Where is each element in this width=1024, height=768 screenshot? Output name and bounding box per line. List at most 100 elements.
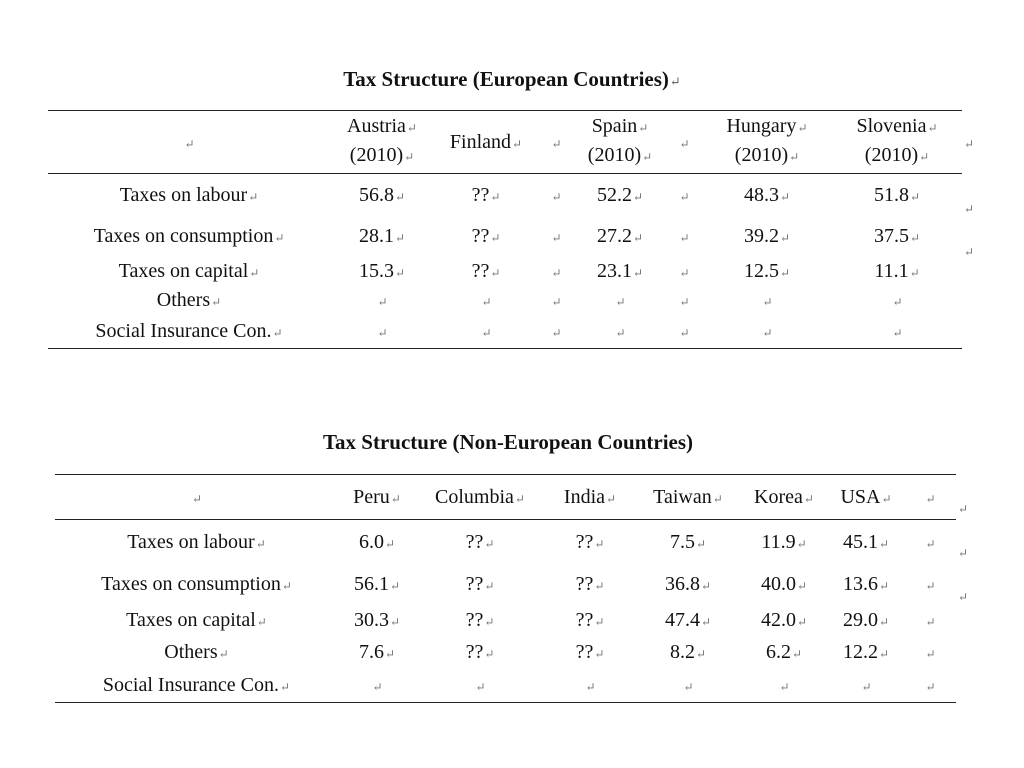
corner-cell: ↵ bbox=[184, 136, 195, 151]
row-label: Social Insurance Con.↵ bbox=[95, 319, 283, 342]
table-cell: ↵ bbox=[551, 230, 562, 245]
row-label: Taxes on consumption↵ bbox=[93, 224, 285, 247]
table-cell: ↵ bbox=[762, 294, 773, 309]
table-cell: ↵ bbox=[481, 294, 492, 309]
table-cell: 8.2↵ bbox=[669, 640, 707, 663]
table-cell: ??↵ bbox=[471, 224, 501, 247]
table-cell: ↵ bbox=[925, 578, 936, 593]
table-cell: 6.0↵ bbox=[358, 530, 396, 553]
table-row: Taxes on consumption↵ 28.1↵ ??↵ ↵ 27.2↵ … bbox=[48, 216, 962, 256]
table-cell: ??↵ bbox=[575, 572, 605, 595]
table-cell: 6.2↵ bbox=[765, 640, 803, 663]
table-cell: 42.0↵ bbox=[760, 608, 808, 631]
table-cell: ??↵ bbox=[575, 608, 605, 631]
table-cell: 30.3↵ bbox=[353, 608, 401, 631]
table-row: Taxes on consumption↵ 56.1↵ ??↵ ??↵ 36.8… bbox=[55, 564, 956, 604]
paragraph-mark: ↵ bbox=[958, 546, 969, 560]
column-header: ↵ bbox=[551, 136, 562, 151]
column-header: Slovenia↵ (2010)↵ bbox=[856, 115, 938, 166]
row-label: Taxes on capital↵ bbox=[126, 608, 267, 631]
row-label: Social Insurance Con.↵ bbox=[102, 673, 291, 696]
table-cell: 56.8↵ bbox=[358, 183, 406, 206]
table-cell: ??↵ bbox=[575, 530, 605, 553]
table-row: Taxes on capital↵ 15.3↵ ??↵ ↵ 23.1↵ ↵ 12… bbox=[48, 256, 962, 286]
table-row: Taxes on labour↵ 6.0↵ ??↵ ??↵ 7.5↵ 11.9↵… bbox=[55, 520, 956, 565]
table-cell: ↵ bbox=[615, 294, 626, 309]
column-header: Columbia↵ bbox=[435, 485, 525, 508]
table-cell: ↵ bbox=[679, 189, 690, 204]
table-cell: ↵ bbox=[551, 325, 562, 340]
table-cell: 23.1↵ bbox=[596, 259, 644, 282]
table-cell: ↵ bbox=[892, 294, 903, 309]
column-header: India↵ bbox=[563, 485, 617, 508]
table-cell: ↵ bbox=[551, 189, 562, 204]
european-table-title: Tax Structure (European Countries)↵ bbox=[343, 67, 681, 91]
table-cell: ↵ bbox=[475, 679, 486, 694]
table-cell: 36.8↵ bbox=[664, 572, 712, 595]
table-cell: 11.1↵ bbox=[874, 259, 920, 282]
table-cell: 37.5↵ bbox=[873, 224, 921, 247]
non-european-header-row: ↵ Peru↵ Columbia↵ India↵ Taiwan↵ Korea↵ … bbox=[55, 474, 956, 520]
table-cell: ↵ bbox=[481, 325, 492, 340]
table-cell: 39.2↵ bbox=[743, 224, 791, 247]
table-cell: ↵ bbox=[585, 679, 596, 694]
table-cell: 12.5↵ bbox=[743, 259, 791, 282]
table-cell: ↵ bbox=[892, 325, 903, 340]
table-cell: 27.2↵ bbox=[596, 224, 644, 247]
table-cell: ↵ bbox=[779, 679, 790, 694]
table-cell: ↵ bbox=[679, 265, 690, 280]
table-cell: 56.1↵ bbox=[353, 572, 401, 595]
table-cell: ↵ bbox=[372, 679, 383, 694]
column-header: Spain↵ (2010)↵ bbox=[587, 115, 653, 166]
table-cell: ??↵ bbox=[465, 640, 495, 663]
table-cell: 7.5↵ bbox=[669, 530, 707, 553]
table-cell: ??↵ bbox=[465, 572, 495, 595]
table-cell: 47.4↵ bbox=[664, 608, 712, 631]
table-cell: 13.6↵ bbox=[842, 572, 890, 595]
column-header: Hungary↵ (2010)↵ bbox=[726, 115, 808, 166]
table-cell: 11.9↵ bbox=[761, 530, 807, 553]
table-cell: 51.8↵ bbox=[873, 183, 921, 206]
table-cell: ↵ bbox=[551, 265, 562, 280]
paragraph-mark: ↵ bbox=[964, 245, 975, 259]
table-cell: 29.0↵ bbox=[842, 608, 890, 631]
table-cell: ↵ bbox=[679, 230, 690, 245]
row-label: Others↵ bbox=[156, 288, 222, 311]
european-tax-table: ↵ Austria↵ (2010)↵ Finland↵ ↵ Spain↵ (2010… bbox=[48, 110, 962, 349]
table-cell: ↵ bbox=[925, 614, 936, 629]
table-cell: 15.3↵ bbox=[358, 259, 406, 282]
table-cell: ↵ bbox=[377, 325, 388, 340]
table-cell: 7.6↵ bbox=[358, 640, 396, 663]
row-label: Taxes on capital↵ bbox=[118, 259, 260, 282]
table-cell: 45.1↵ bbox=[842, 530, 890, 553]
table-cell: ↵ bbox=[925, 646, 936, 661]
table-cell: ↵ bbox=[861, 679, 872, 694]
row-label: Others↵ bbox=[164, 640, 229, 663]
paragraph-mark: ↵ bbox=[964, 202, 975, 216]
column-header: Finland↵ bbox=[449, 130, 523, 153]
table-cell: ??↵ bbox=[465, 530, 495, 553]
non-european-tax-table: ↵ Peru↵ Columbia↵ India↵ Taiwan↵ Korea↵ … bbox=[55, 474, 956, 703]
column-header: Taiwan↵ bbox=[653, 485, 723, 508]
column-header: Austria↵ (2010)↵ bbox=[347, 115, 417, 166]
table-row: Taxes on capital↵ 30.3↵ ??↵ ??↵ 47.4↵ 42… bbox=[55, 604, 956, 636]
european-header-row: ↵ Austria↵ (2010)↵ Finland↵ ↵ Spain↵ (2010… bbox=[48, 110, 962, 174]
table-cell: ↵ bbox=[551, 294, 562, 309]
table-cell: 28.1↵ bbox=[358, 224, 406, 247]
table-cell: ??↵ bbox=[575, 640, 605, 663]
corner-cell: ↵ bbox=[191, 491, 203, 506]
table-cell: ↵ bbox=[683, 679, 694, 694]
table-cell: ??↵ bbox=[471, 183, 501, 206]
row-label: Taxes on consumption↵ bbox=[101, 572, 292, 595]
column-header: USA↵ bbox=[840, 485, 892, 508]
table-cell: ↵ bbox=[615, 325, 626, 340]
table-cell: 40.0↵ bbox=[760, 572, 808, 595]
paragraph-mark: ↵ bbox=[958, 502, 969, 516]
table-cell: ↵ bbox=[679, 294, 690, 309]
table-cell: 52.2↵ bbox=[596, 183, 644, 206]
table-row: Others↵ 7.6↵ ??↵ ??↵ 8.2↵ 6.2↵ 12.2↵ ↵ bbox=[55, 636, 956, 668]
table-cell: 48.3↵ bbox=[743, 183, 791, 206]
table-row: Others↵ ↵ ↵ ↵ ↵ ↵ ↵ ↵ bbox=[48, 286, 962, 314]
table-cell: ↵ bbox=[679, 325, 690, 340]
